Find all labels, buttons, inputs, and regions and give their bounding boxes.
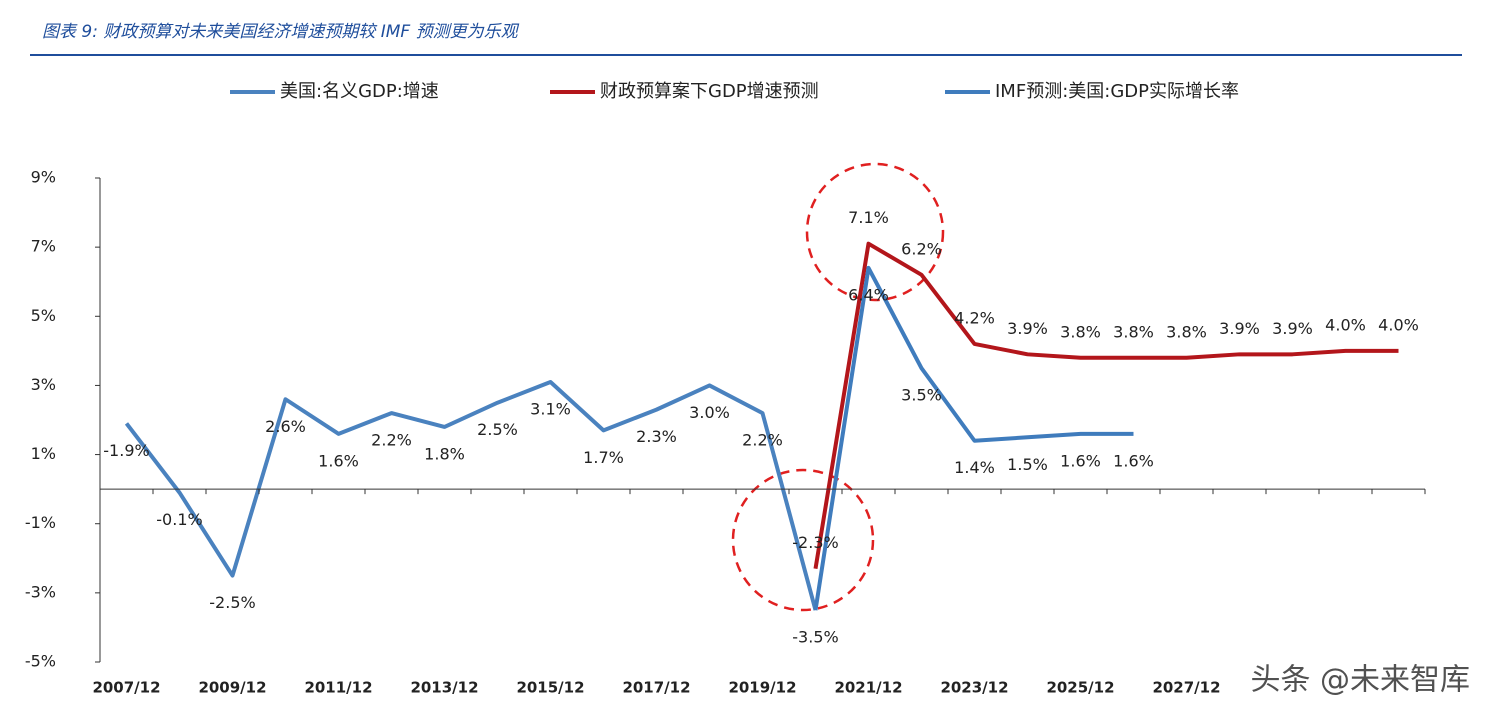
data-label: 1.5% [1007,455,1048,474]
y-tick-label: -1% [25,513,56,532]
x-tick-label: 2019/12 [728,679,796,697]
chart-title: 图表 9: 财政预算对未来美国经济增速预期较 IMF 预测更为乐观 [42,22,520,42]
data-label: 2.2% [742,431,783,450]
watermark: 头条 @未来智库 [1250,663,1470,698]
x-tick-label: 2013/12 [410,679,478,697]
data-label: 3.5% [901,386,942,405]
legend-label: 美国:名义GDP:增速 [280,81,439,102]
highlight-circle [805,162,945,302]
x-tick-label: 2009/12 [198,679,266,697]
y-tick-label: -3% [25,582,56,601]
data-label: 3.8% [1166,322,1207,341]
data-label: 6.4% [848,285,889,304]
y-tick-label: 5% [31,306,56,325]
data-label: 1.6% [318,451,359,470]
x-tick-label: 2027/12 [1152,679,1220,697]
data-label: -1.9% [103,441,149,460]
data-label: 4.0% [1378,315,1419,334]
x-tick-label: 2017/12 [622,679,690,697]
x-tick-label: 2021/12 [834,679,902,697]
data-label: 2.2% [371,431,412,450]
series-line [813,241,1399,569]
x-tick-label: 2015/12 [516,679,584,697]
x-tick-label: 2011/12 [304,679,372,697]
data-label: 3.8% [1060,322,1101,341]
x-tick-label: 2025/12 [1046,679,1114,697]
data-label: -2.5% [209,593,255,612]
data-label: 4.0% [1325,315,1366,334]
data-label: 4.2% [954,308,995,327]
highlight-circle [731,468,875,612]
data-label: 7.1% [848,208,889,227]
data-label: 6.2% [901,239,942,258]
data-label: 3.0% [689,403,730,422]
data-label: 2.6% [265,417,306,436]
y-tick-label: 7% [31,237,56,256]
data-label: 1.4% [954,458,995,477]
x-tick-label: 2007/12 [92,679,160,697]
data-label: 1.7% [583,448,624,467]
y-tick-label: 3% [31,375,56,394]
data-label: 1.6% [1060,451,1101,470]
data-label: 2.3% [636,427,677,446]
series-line [813,265,1134,611]
data-label: 1.8% [424,444,465,463]
legend-label: IMF预测:美国:GDP实际增长率 [995,81,1239,102]
y-tick-label: -5% [25,652,56,671]
y-tick-label: 1% [31,444,56,463]
data-label: 3.8% [1113,322,1154,341]
data-label: 1.6% [1113,451,1154,470]
series-line [124,379,818,611]
x-tick-label: 2023/12 [940,679,1008,697]
data-label: 3.1% [530,399,571,418]
data-label: 3.9% [1219,319,1260,338]
data-label: -2.3% [792,533,838,552]
data-label: 3.9% [1007,319,1048,338]
legend-label: 财政预算案下GDP增速预测 [600,81,819,102]
data-label: 2.5% [477,420,518,439]
data-label: -0.1% [156,510,202,529]
data-label: -3.5% [792,628,838,647]
data-label: 3.9% [1272,319,1313,338]
y-tick-label: 9% [31,168,56,187]
